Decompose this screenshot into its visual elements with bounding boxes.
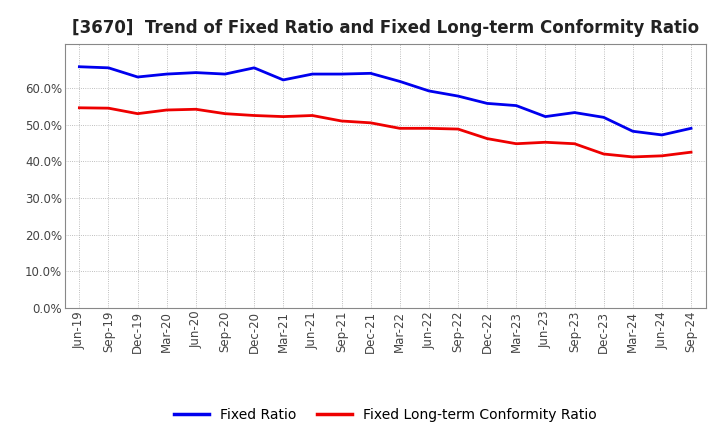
Fixed Long-term Conformity Ratio — [599, 151, 608, 157]
Fixed Ratio — [454, 93, 462, 99]
Fixed Ratio — [570, 110, 579, 115]
Fixed Ratio — [308, 71, 317, 77]
Fixed Long-term Conformity Ratio — [192, 106, 200, 112]
Fixed Ratio — [425, 88, 433, 94]
Fixed Long-term Conformity Ratio — [395, 126, 404, 131]
Fixed Long-term Conformity Ratio — [366, 120, 375, 125]
Fixed Ratio — [395, 79, 404, 84]
Title: [3670]  Trend of Fixed Ratio and Fixed Long-term Conformity Ratio: [3670] Trend of Fixed Ratio and Fixed Lo… — [71, 19, 699, 37]
Fixed Ratio — [541, 114, 550, 119]
Fixed Ratio — [220, 71, 229, 77]
Fixed Ratio — [483, 101, 492, 106]
Fixed Long-term Conformity Ratio — [657, 153, 666, 158]
Fixed Long-term Conformity Ratio — [75, 105, 84, 110]
Fixed Ratio — [512, 103, 521, 108]
Fixed Long-term Conformity Ratio — [279, 114, 287, 119]
Fixed Long-term Conformity Ratio — [308, 113, 317, 118]
Fixed Ratio — [104, 65, 113, 70]
Line: Fixed Ratio: Fixed Ratio — [79, 67, 691, 135]
Fixed Long-term Conformity Ratio — [337, 118, 346, 124]
Fixed Ratio — [75, 64, 84, 70]
Fixed Long-term Conformity Ratio — [512, 141, 521, 147]
Fixed Long-term Conformity Ratio — [133, 111, 142, 116]
Line: Fixed Long-term Conformity Ratio: Fixed Long-term Conformity Ratio — [79, 108, 691, 157]
Fixed Long-term Conformity Ratio — [163, 107, 171, 113]
Fixed Long-term Conformity Ratio — [250, 113, 258, 118]
Fixed Long-term Conformity Ratio — [687, 150, 696, 155]
Fixed Ratio — [250, 65, 258, 70]
Fixed Ratio — [657, 132, 666, 138]
Fixed Long-term Conformity Ratio — [541, 139, 550, 145]
Fixed Long-term Conformity Ratio — [104, 106, 113, 111]
Fixed Ratio — [599, 115, 608, 120]
Fixed Ratio — [687, 126, 696, 131]
Fixed Long-term Conformity Ratio — [220, 111, 229, 116]
Legend: Fixed Ratio, Fixed Long-term Conformity Ratio: Fixed Ratio, Fixed Long-term Conformity … — [168, 403, 602, 428]
Fixed Long-term Conformity Ratio — [425, 126, 433, 131]
Fixed Ratio — [629, 128, 637, 134]
Fixed Long-term Conformity Ratio — [454, 126, 462, 132]
Fixed Ratio — [366, 71, 375, 76]
Fixed Ratio — [279, 77, 287, 83]
Fixed Ratio — [163, 71, 171, 77]
Fixed Long-term Conformity Ratio — [570, 141, 579, 147]
Fixed Long-term Conformity Ratio — [483, 136, 492, 141]
Fixed Ratio — [133, 74, 142, 80]
Fixed Long-term Conformity Ratio — [629, 154, 637, 160]
Fixed Ratio — [337, 71, 346, 77]
Fixed Ratio — [192, 70, 200, 75]
